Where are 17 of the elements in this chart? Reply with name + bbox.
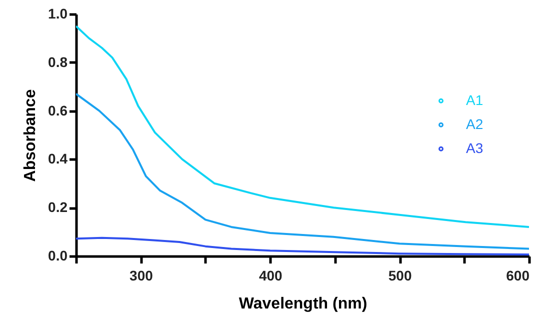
y-tick-label: 1.0 bbox=[48, 6, 68, 22]
x-tick-label: 300 bbox=[130, 268, 154, 284]
y-tick-label: 0.6 bbox=[48, 102, 68, 118]
legend-label: A1 bbox=[466, 92, 484, 108]
y-axis-title: Absorbance bbox=[22, 89, 40, 182]
x-axis-title: Wavelength (nm) bbox=[238, 296, 368, 312]
legend-label: A3 bbox=[466, 140, 484, 156]
line-series bbox=[76, 92, 529, 250]
legend-label: A2 bbox=[466, 116, 484, 132]
x-tick-label: 600 bbox=[506, 268, 530, 284]
y-tick-label: 0.0 bbox=[48, 248, 68, 264]
y-tick-label: 0.8 bbox=[48, 54, 68, 70]
line-series bbox=[76, 25, 529, 228]
x-tick-label: 500 bbox=[388, 268, 412, 284]
y-tick-label: 0.2 bbox=[48, 199, 68, 216]
y-tick-label: 0.4 bbox=[48, 150, 68, 167]
x-tick-label: 400 bbox=[258, 268, 283, 284]
